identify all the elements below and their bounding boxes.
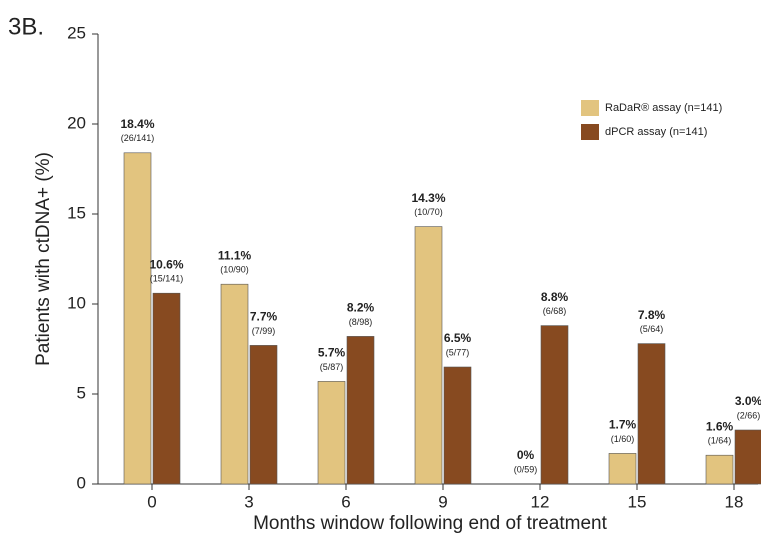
bar <box>637 343 666 485</box>
value-label: 18.4% <box>120 117 154 131</box>
count-label: (6/68) <box>543 306 567 316</box>
count-label: (7/99) <box>252 326 276 336</box>
value-label: 8.8% <box>541 290 569 304</box>
count-label: (0/59) <box>514 464 538 474</box>
bar <box>346 336 375 485</box>
y-tick-label: 10 <box>67 293 86 312</box>
x-tick-label: 0 <box>147 492 156 511</box>
bar <box>443 366 472 485</box>
bar <box>220 283 249 485</box>
count-label: (15/141) <box>150 274 184 284</box>
bar <box>317 381 346 485</box>
x-axis-label: Months window following end of treatment <box>253 513 608 534</box>
x-tick-label: 15 <box>628 492 647 511</box>
x-tick-label: 9 <box>438 492 447 511</box>
bar <box>705 454 734 485</box>
y-tick-label: 0 <box>77 473 86 492</box>
value-label: 11.1% <box>218 248 252 262</box>
bar <box>540 325 569 485</box>
x-tick-label: 18 <box>725 492 744 511</box>
bar <box>608 453 637 485</box>
y-tick-label: 5 <box>77 383 86 402</box>
count-label: (1/60) <box>611 434 635 444</box>
legend-swatch <box>581 100 599 116</box>
count-label: (5/77) <box>446 347 470 357</box>
count-label: (8/98) <box>349 317 373 327</box>
bar <box>734 429 761 485</box>
value-label: 10.6% <box>149 257 183 271</box>
count-label: (5/87) <box>320 362 344 372</box>
y-tick-label: 20 <box>67 113 86 132</box>
value-label: 0% <box>517 448 535 462</box>
count-label: (1/64) <box>708 436 732 446</box>
count-label: (10/90) <box>220 265 249 275</box>
bar <box>414 226 443 485</box>
value-label: 7.7% <box>250 310 278 324</box>
legend-label: RaDaR® assay (n=141) <box>605 102 722 114</box>
count-label: (2/66) <box>737 410 761 420</box>
value-label: 5.7% <box>318 346 346 360</box>
panel-label: 3B. <box>8 13 44 40</box>
value-label: 8.2% <box>347 301 375 315</box>
y-tick-label: 25 <box>67 23 86 42</box>
value-label: 3.0% <box>735 394 761 408</box>
bar <box>123 152 152 485</box>
x-tick-label: 3 <box>244 492 253 511</box>
count-label: (5/64) <box>640 324 664 334</box>
x-tick-label: 12 <box>531 492 550 511</box>
count-label: (10/70) <box>414 207 443 217</box>
value-label: 7.8% <box>638 308 666 322</box>
value-label: 6.5% <box>444 331 472 345</box>
y-tick-label: 15 <box>67 203 86 222</box>
legend-swatch <box>581 124 599 140</box>
value-label: 1.7% <box>609 418 637 432</box>
bar <box>152 292 181 485</box>
x-tick-label: 6 <box>341 492 350 511</box>
value-label: 14.3% <box>411 191 445 205</box>
bar <box>249 345 278 485</box>
y-axis-label: Patients with ctDNA+ (%) <box>33 152 54 366</box>
value-label: 1.6% <box>706 419 734 433</box>
legend-label: dPCR assay (n=141) <box>605 126 707 138</box>
count-label: (26/141) <box>121 133 155 143</box>
